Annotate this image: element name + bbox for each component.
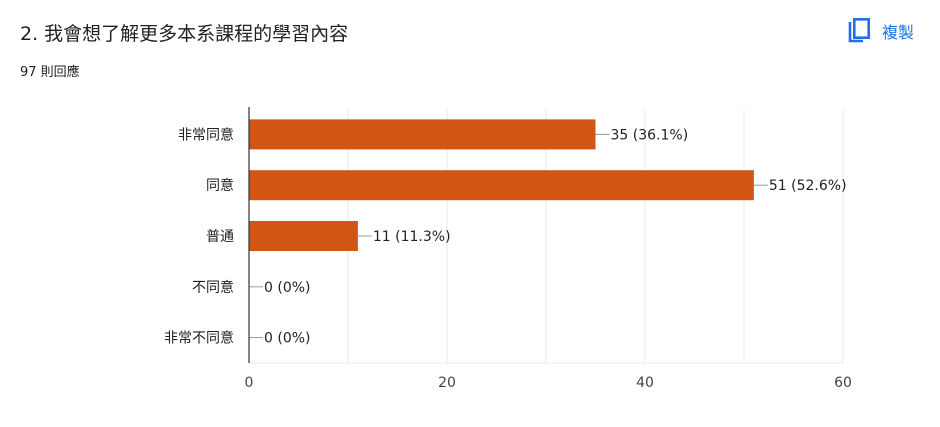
copy-button[interactable]: 複製: [844, 16, 918, 46]
category-label: 普通: [206, 229, 234, 245]
category-label: 非常同意: [178, 126, 234, 143]
data-label: 51 (52.6%): [769, 178, 847, 194]
bar: [249, 221, 358, 251]
copy-icon: [848, 18, 870, 44]
category-label: 非常不同意: [164, 330, 234, 347]
data-label: 0 (0%): [264, 331, 311, 347]
x-tick-label: 0: [245, 375, 254, 391]
question-title: 2. 我會想了解更多本系課程的學習內容: [20, 23, 349, 45]
x-tick-label: 20: [438, 375, 456, 391]
bar: [249, 119, 596, 150]
response-count: 97 則回應: [20, 65, 80, 80]
x-tick-label: 40: [636, 375, 654, 391]
category-label: 不同意: [192, 279, 234, 296]
bar: [249, 170, 754, 201]
data-label: 35 (36.1%): [611, 127, 689, 143]
data-label: 0 (0%): [264, 280, 311, 296]
copy-button-label: 複製: [881, 23, 914, 42]
x-tick-label: 60: [834, 375, 852, 391]
data-label: 11 (11.3%): [373, 229, 451, 245]
category-label: 同意: [206, 177, 234, 194]
